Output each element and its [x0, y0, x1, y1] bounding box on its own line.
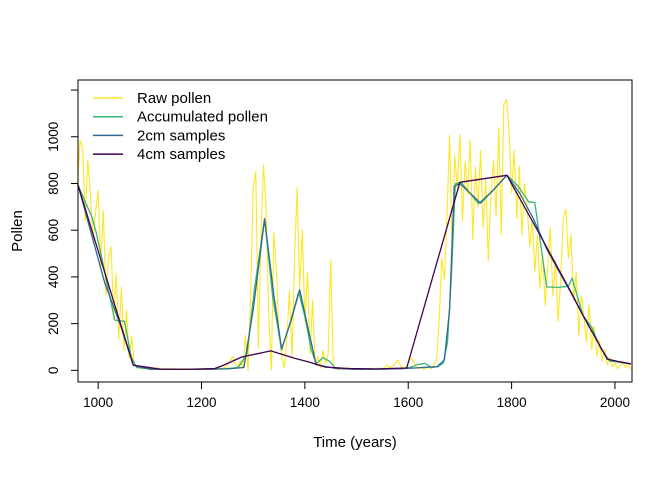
- y-tick-label: 0: [46, 367, 61, 375]
- x-tick-label: 1800: [497, 395, 527, 410]
- legend-label-2cm-samples: 2cm samples: [137, 127, 225, 144]
- legend-label-4cm-samples: 4cm samples: [137, 146, 225, 163]
- legend-label-raw-pollen: Raw pollen: [137, 90, 211, 107]
- y-tick-label: 1000: [46, 122, 61, 152]
- x-tick-label: 1000: [83, 395, 113, 410]
- y-tick-label: 400: [46, 266, 61, 289]
- plot-box: [77, 79, 633, 383]
- x-tick-label: 1400: [290, 395, 320, 410]
- x-axis-title: Time (years): [313, 434, 397, 451]
- y-tick-label: 200: [46, 312, 61, 335]
- y-tick-label: 600: [46, 219, 61, 242]
- y-tick-label: 800: [46, 172, 61, 195]
- legend-label-accumulated-pollen: Accumulated pollen: [137, 109, 268, 126]
- x-tick-label: 2000: [600, 395, 630, 410]
- x-tick-label: 1200: [186, 395, 216, 410]
- y-axis-title: Pollen: [9, 210, 26, 252]
- x-tick-label: 1600: [393, 395, 423, 410]
- series-line-4cm-samples: [77, 174, 632, 371]
